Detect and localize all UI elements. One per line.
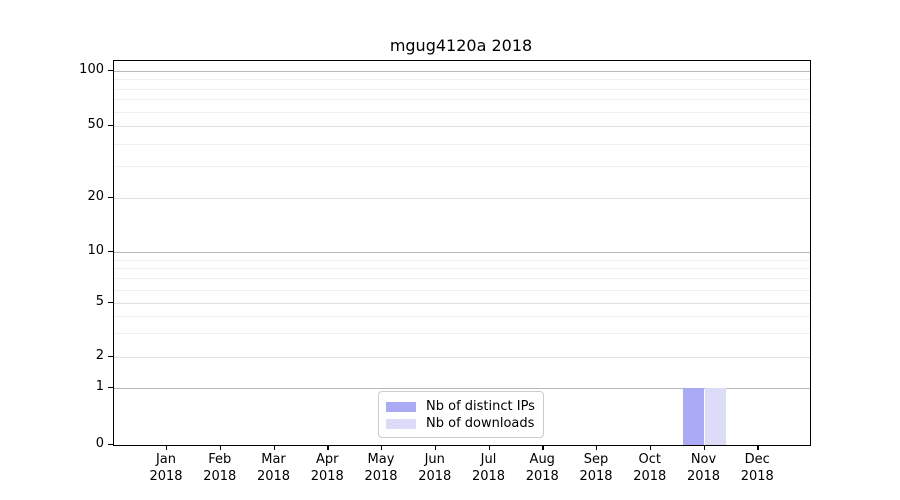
x-tick-year: 2018 <box>686 468 721 484</box>
x-tick-label-oct: Oct 2018 <box>618 452 682 485</box>
x-tick-label-aug: Aug 2018 <box>510 452 574 485</box>
y-tick-label-10: 10 <box>87 243 104 258</box>
x-tick-dec <box>757 445 759 450</box>
x-tick-label-jun: Jun 2018 <box>403 452 467 485</box>
x-tick-month: Jan <box>155 452 177 467</box>
x-tick-month: Jun <box>424 452 445 467</box>
legend-swatch-distinct-ips-icon <box>386 401 416 412</box>
x-tick-nov <box>703 445 705 450</box>
x-tick-month: Mar <box>261 452 286 467</box>
gridline-y-6 <box>114 289 810 291</box>
x-tick-year: 2018 <box>525 468 559 484</box>
y-tick-2 <box>108 356 113 358</box>
x-tick-jul <box>488 445 490 450</box>
legend-swatch-downloads-icon <box>386 418 416 429</box>
x-tick-month: Aug <box>529 452 555 467</box>
y-tick-5 <box>108 302 113 304</box>
x-tick-label-mar: Mar 2018 <box>242 452 306 485</box>
gridline-y-50 <box>114 126 810 127</box>
gridline-y-70 <box>114 99 810 101</box>
x-tick-year: 2018 <box>633 468 667 484</box>
y-tick-label-0: 0 <box>95 436 104 451</box>
x-tick-label-feb: Feb 2018 <box>188 452 252 485</box>
x-tick-label-sep: Sep 2018 <box>564 452 628 485</box>
y-tick-label-100: 100 <box>79 62 104 77</box>
x-tick-apr <box>327 445 329 450</box>
x-tick-may <box>381 445 383 450</box>
x-tick-label-dec: Dec 2018 <box>725 452 789 485</box>
x-tick-label-nov: Nov 2018 <box>672 452 736 485</box>
legend-entry-downloads: Nb of downloads <box>386 415 535 432</box>
x-tick-sep <box>596 445 598 450</box>
legend-label-downloads: Nb of downloads <box>426 415 535 431</box>
legend-entry-distinct-ips: Nb of distinct IPs <box>386 398 535 415</box>
x-tick-feb <box>219 445 222 450</box>
x-tick-year: 2018 <box>203 468 237 484</box>
gridline-y-20 <box>114 198 810 199</box>
x-tick-year: 2018 <box>256 468 291 484</box>
x-tick-year: 2018 <box>364 468 398 484</box>
y-tick-20 <box>108 197 113 199</box>
plot-area: Nb of distinct IPs Nb of downloads <box>113 60 811 446</box>
y-tick-1 <box>108 387 113 389</box>
gridline-y-30 <box>114 166 810 167</box>
x-tick-label-may: May 2018 <box>349 452 413 485</box>
gridline-y-4 <box>114 316 810 318</box>
x-tick-aug <box>542 445 544 450</box>
x-tick-month: Feb <box>208 452 232 467</box>
x-tick-mar <box>273 445 275 450</box>
x-tick-year: 2018 <box>740 468 774 484</box>
gridline-y-2 <box>114 357 810 358</box>
gridline-y-60 <box>114 111 810 113</box>
x-tick-year: 2018 <box>471 468 506 484</box>
bar-nb-of-distinct-ips-nov <box>682 388 705 445</box>
x-tick-month: Oct <box>638 452 661 467</box>
x-tick-oct <box>649 445 652 450</box>
x-tick-month: Nov <box>690 452 717 467</box>
x-tick-jan <box>166 445 168 450</box>
y-tick-50 <box>108 125 113 127</box>
legend-label-distinct-ips: Nb of distinct IPs <box>426 398 535 414</box>
y-tick-label-2: 2 <box>95 348 104 363</box>
bar-nb-of-downloads-nov <box>704 388 727 445</box>
x-tick-month: May <box>367 452 395 467</box>
x-tick-month: Sep <box>583 452 609 467</box>
y-tick-10 <box>108 251 113 253</box>
y-tick-0 <box>108 444 113 446</box>
gridline-y-3 <box>114 333 810 335</box>
x-tick-month: Apr <box>316 452 339 467</box>
y-tick-100 <box>108 70 113 72</box>
gridline-y-9 <box>114 259 810 261</box>
y-tick-label-50: 50 <box>87 117 104 132</box>
x-tick-month: Jul <box>480 452 497 467</box>
gridline-y-40 <box>114 143 810 145</box>
legend: Nb of distinct IPs Nb of downloads <box>378 391 544 438</box>
gridline-y-80 <box>114 88 810 90</box>
x-tick-year: 2018 <box>149 468 183 484</box>
chart-title: mgug4120a 2018 <box>389 36 533 55</box>
y-tick-label-1: 1 <box>95 379 104 394</box>
gridline-y-7 <box>114 278 810 280</box>
x-tick-label-apr: Apr 2018 <box>295 452 359 485</box>
x-tick-year: 2018 <box>579 468 613 484</box>
x-tick-year: 2018 <box>310 468 344 484</box>
x-tick-jun <box>434 445 437 450</box>
gridline-y-1 <box>114 388 810 389</box>
x-tick-month: Dec <box>744 452 770 467</box>
gridline-y-5 <box>114 303 810 304</box>
gridline-y-100 <box>114 71 810 72</box>
x-tick-label-jul: Jul 2018 <box>457 452 521 485</box>
x-tick-year: 2018 <box>418 468 452 484</box>
gridline-y-10 <box>114 252 810 253</box>
y-tick-label-20: 20 <box>87 189 104 204</box>
x-tick-label-jan: Jan 2018 <box>134 452 198 485</box>
y-tick-label-5: 5 <box>95 294 104 309</box>
gridline-y-8 <box>114 268 810 270</box>
gridline-y-90 <box>114 79 810 81</box>
